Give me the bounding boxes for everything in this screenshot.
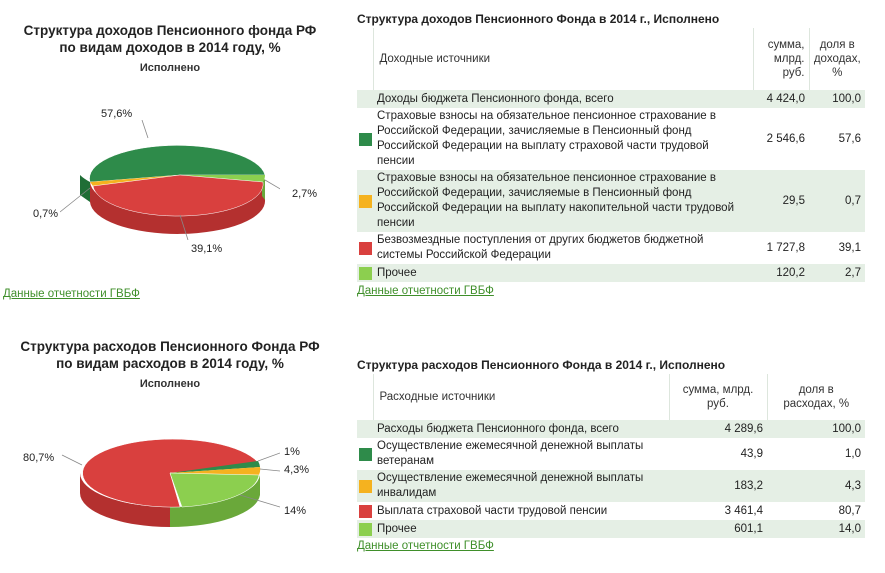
income-row-1: Страховые взносы на обязательное пенсион… (357, 108, 865, 170)
income-table-source-link[interactable]: Данные отчетности ГВБФ (357, 285, 494, 297)
expense-leader-red (61, 454, 83, 466)
expense-chart-title-line1: Структура расходов Пенсионного Фонда РФ (20, 339, 320, 354)
expense-pie-slice-green (170, 461, 260, 473)
income-header-sum: сумма, млрд. руб. (752, 28, 809, 90)
expense-chart-title-line2: по видам расходов в 2014 году, % (56, 356, 284, 371)
expense-row-1: Осуществление ежемесячной денежной выпла… (357, 438, 865, 470)
expense-row-2-sum: 183,2 (669, 470, 767, 502)
expense-swatch-orange (358, 479, 372, 493)
income-swatch-orange (358, 194, 372, 208)
expense-total-row: Расходы бюджета Пенсионного фонда, всего… (357, 420, 865, 438)
expense-row-3-sum: 3 461,4 (724, 505, 763, 517)
income-swatch-red (358, 241, 372, 255)
income-leader-orange (60, 187, 91, 213)
expense-row-1-sum: 43,9 (740, 448, 763, 460)
expense-header-sum: сумма, млрд. руб. (668, 374, 767, 420)
income-table-header: Доходные источники сумма, млрд. руб. дол… (357, 28, 865, 90)
expense-pie-slice-orange (170, 467, 261, 475)
income-row-1-name: Страховые взносы на обязательное пенсион… (377, 110, 716, 167)
income-total-row: Доходы бюджета Пенсионного фонда, всего … (357, 90, 865, 108)
expense-row-2-share: 4,3 (767, 470, 865, 502)
expense-row-3-name: Выплата страховой части трудовой пенсии (377, 504, 608, 517)
income-table-title: Структура доходов Пенсионного Фонда в 20… (357, 12, 720, 26)
expense-header-name: Расходные источники (372, 374, 669, 420)
expense-row-1-share: 1,0 (845, 448, 861, 460)
income-pie-side-green (80, 175, 90, 202)
income-chart-title: Структура доходов Пенсионного фонда РФ п… (0, 22, 340, 56)
income-chart-subtitle: Исполнено (139, 62, 201, 74)
expense-chart-title: Структура расходов Пенсионного Фонда РФ … (0, 338, 340, 372)
expense-label-green: 1% (284, 446, 300, 458)
expense-total-sum: 4 289,6 (669, 420, 767, 438)
expense-pie-chart (61, 438, 280, 528)
expense-pie-slice-red (82, 438, 261, 508)
income-row-1-share: 57,6 (838, 133, 861, 145)
income-row-2-sum: 29,5 (753, 170, 809, 232)
expense-table-title: Структура расходов Пенсионного Фонда в 2… (357, 358, 726, 372)
income-header-share: доля в доходах, % (808, 28, 865, 90)
income-leader-lightgreen (264, 179, 280, 190)
expense-table-source-link[interactable]: Данные отчетности ГВБФ (357, 540, 494, 552)
income-total-sum: 4 424,0 (753, 90, 809, 108)
expense-chart-subtitle: Исполнено (139, 378, 201, 390)
expense-total-name: Расходы бюджета Пенсионного фонда, всего (373, 420, 669, 438)
income-chart-title-line1: Структура доходов Пенсионного фонда РФ (23, 23, 317, 38)
expense-row-4-sum: 601,1 (669, 520, 767, 538)
income-total-name: Доходы бюджета Пенсионного фонда, всего (373, 90, 753, 108)
expense-leader-lightgreen (239, 494, 280, 508)
income-row-3-name: Безвозмездные поступления от других бюдж… (377, 234, 704, 261)
expense-row-4: Прочее 601,1 14,0 (357, 520, 865, 538)
income-chart-title-line2: по видам доходов в 2014 году, % (59, 40, 281, 55)
income-row-4-sum: 120,2 (753, 264, 809, 282)
income-total-share: 100,0 (809, 90, 865, 108)
expense-label-lightgreen: 14% (284, 505, 307, 517)
expense-pie-slice-lightgreen (169, 472, 260, 508)
expense-row-3: Выплата страховой части трудовой пенсии … (357, 502, 865, 520)
expense-row-2: Осуществление ежемесячной денежной выпла… (357, 470, 865, 502)
income-header-name: Доходные источники (372, 28, 753, 90)
income-swatch-green (358, 132, 372, 146)
expense-row-1-name: Осуществление ежемесячной денежной выпла… (377, 440, 644, 467)
expense-leader-green (257, 452, 280, 462)
income-row-3-sum: 1 727,8 (766, 242, 805, 254)
income-row-2-name: Страховые взносы на обязательное пенсион… (373, 170, 753, 232)
income-row-3: Безвозмездные поступления от других бюдж… (357, 232, 865, 264)
expense-row-2-name: Осуществление ежемесячной денежной выпла… (373, 470, 669, 502)
expense-label-red: 80,7% (23, 452, 55, 464)
expense-total-share: 100,0 (767, 420, 865, 438)
expense-pie-side-red (80, 473, 170, 527)
expense-swatch-red (358, 504, 372, 518)
income-leader-green (141, 120, 149, 139)
income-row-4-share: 2,7 (809, 264, 865, 282)
income-pie-slice-green (89, 145, 266, 183)
income-label-red: 39,1% (191, 243, 223, 255)
expense-leader-orange (259, 468, 280, 472)
income-table: Доходные источники сумма, млрд. руб. дол… (357, 28, 865, 282)
income-label-orange: 0,7% (33, 208, 59, 220)
income-row-4: Прочее 120,2 2,7 (357, 264, 865, 282)
income-row-4-name: Прочее (373, 264, 753, 282)
expense-table-header: Расходные источники сумма, млрд. руб. до… (357, 374, 865, 420)
income-pie-slice-red (92, 174, 264, 217)
income-leader-red (179, 214, 189, 240)
expense-row-4-name: Прочее (373, 520, 669, 538)
income-swatch-lightgreen (358, 266, 372, 280)
income-label-green: 57,6% (101, 108, 133, 120)
income-row-3-share: 39,1 (838, 242, 861, 254)
income-chart-source-link[interactable]: Данные отчетности ГВБФ (3, 288, 140, 300)
income-label-lightgreen: 2,7% (292, 188, 318, 200)
expense-swatch-green (358, 447, 372, 461)
income-row-2: Страховые взносы на обязательное пенсион… (357, 170, 865, 232)
income-row-1-sum: 2 546,6 (766, 133, 805, 145)
expense-row-3-share: 80,7 (838, 505, 861, 517)
income-pie-chart (60, 120, 280, 240)
income-row-2-share: 0,7 (809, 170, 865, 232)
expense-label-orange: 4,3% (284, 464, 310, 476)
expense-swatch-lightgreen (358, 522, 372, 536)
income-pie-side-red (90, 180, 266, 234)
expense-header-share: доля в расходах, % (766, 374, 865, 420)
expense-row-4-share: 14,0 (767, 520, 865, 538)
expense-table: Расходные источники сумма, млрд. руб. до… (357, 374, 865, 538)
expense-pie-side-lightgreen (170, 475, 260, 528)
